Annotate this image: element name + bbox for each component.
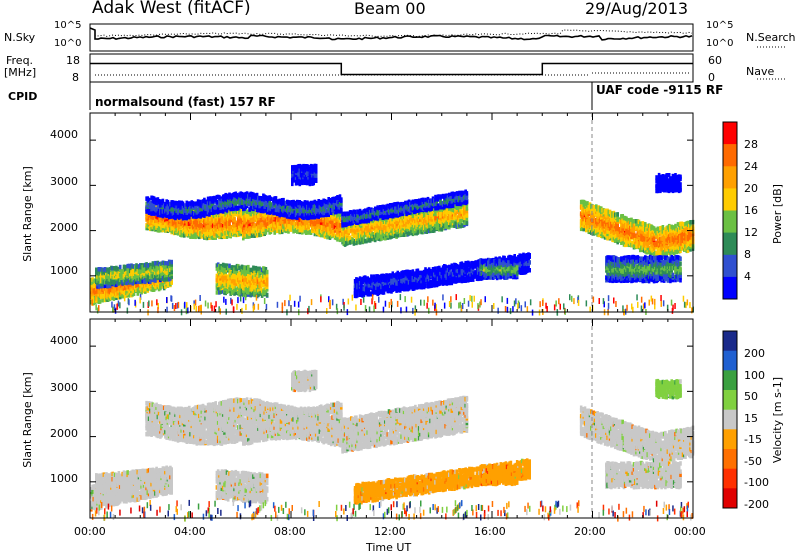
power-colorbar-frame [722,121,738,300]
xtick-1: 04:00 [174,525,206,538]
xtick-0: 00:00 [74,525,106,538]
cpid-text-right: UAF code -9115 RF [596,83,724,97]
vel-ytick-1000: 1000 [50,472,78,485]
power-cbar-tick-1: 24 [744,160,758,173]
freq-series [90,62,693,76]
power-colorbar-segment [723,122,737,145]
nsky-series [89,27,693,41]
noise-tick-top-right: 10^5 [706,20,734,31]
velocity-colorbar-segment [723,390,737,411]
date-title: 29/Aug/2013 [585,0,689,18]
velocity-colorbar-segment [723,409,737,430]
power-cbar-tick-2: 20 [744,182,758,195]
vel-ytick-4000: 4000 [50,334,78,347]
power-cbar-tick-3: 16 [744,204,758,217]
vel-cbar-tick-4: -15 [744,433,762,446]
power-ytick-4000: 4000 [50,128,78,141]
xaxis-label: Time UT [366,541,412,554]
vel-ytick-2000: 2000 [50,427,78,440]
power-colorbar-segment [723,210,737,234]
velocity-colorbar-segment [723,350,737,371]
power-colorbar-segment [723,254,737,278]
velocity-scatter [90,369,695,522]
power-ytick-3000: 3000 [50,175,78,188]
vel-ytick-3000: 3000 [50,381,78,394]
vel-cbar-tick-7: -200 [744,498,769,511]
noise-tick-top-left: 10^5 [54,20,82,31]
power-ytick-1000: 1000 [50,264,78,277]
cpid-label: CPID [8,90,38,103]
velocity-colorbar-segment [723,449,737,470]
xtick-2: 08:00 [274,525,306,538]
power-colorbar-segment [723,144,737,167]
nave-tick-top: 60 [708,54,722,67]
xtick-4: 16:00 [474,525,506,538]
nave-tick-bottom: 0 [708,71,715,84]
freq-tick-bottom: 8 [72,71,79,84]
velocity-colorbar-frame [722,330,738,509]
beam-title: Beam 00 [354,0,426,18]
velocity-colorbar-segment [723,488,737,509]
power-colorbar-segment [723,188,737,211]
power-colorbar-segment [723,232,737,256]
noise-panel-frame [89,23,694,52]
freq-unit-label: [MHz] [4,66,37,79]
freq-panel-frame [89,53,694,83]
power-cbar-tick-4: 12 [744,226,758,239]
xtick-3: 12:00 [374,525,406,538]
vel-cbar-tick-3: 15 [744,412,758,425]
xtick-6: 00:00 [674,525,706,538]
power-colorbar-segment [723,276,737,300]
power-ytick-2000: 2000 [50,221,78,234]
velocity-colorbar-segment [723,468,737,489]
vel-cbar-tick-6: -100 [744,476,769,489]
velocity-colorbar-segment [723,370,737,391]
nsearch-series [94,29,693,38]
velocity-colorbar-segment [723,429,737,450]
power-cbar-tick-5: 8 [744,248,751,261]
station-title: Adak West (fitACF) [92,0,251,18]
vel-cbar-tick-5: -50 [744,455,762,468]
vel-cbar-tick-2: 50 [744,390,758,403]
noise-tick-bottom-right: 10^0 [706,38,734,49]
vel-cbar-tick-0: 200 [744,347,765,360]
power-cbar-tick-6: 4 [744,270,751,283]
vel-cbar-tick-1: 100 [744,369,765,382]
velocity-colorbar-segment [723,331,737,352]
freq-tick-top: 18 [66,54,80,67]
cpid-text-left: normalsound (fast) 157 RF [95,95,276,109]
freq-label: Freq. [6,54,34,67]
nave-label: Nave [746,65,775,78]
nsearch-label: N.Search [746,31,796,44]
power-scatter [90,163,695,316]
noise-tick-bottom-left: 10^0 [54,38,82,49]
xtick-5: 20:00 [574,525,606,538]
power-colorbar-segment [723,166,737,189]
power-cbar-tick-0: 28 [744,138,758,151]
nsky-label: N.Sky [4,31,36,44]
